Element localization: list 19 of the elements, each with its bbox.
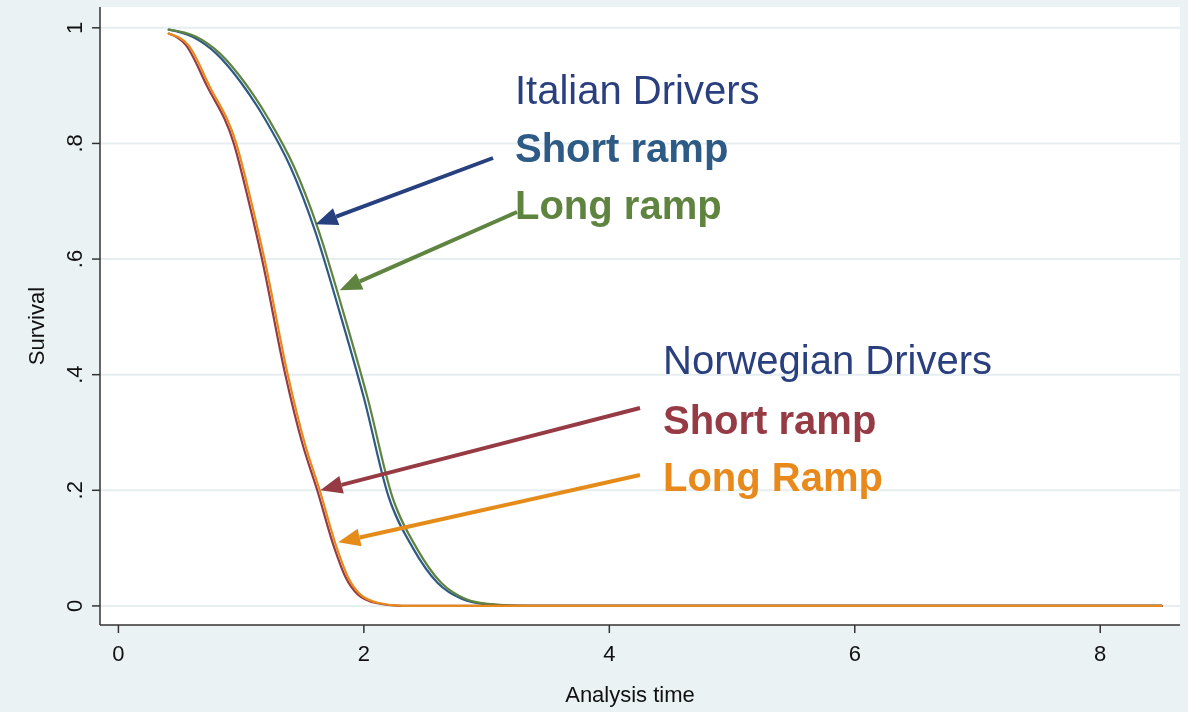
y-tick-label: .4 <box>62 365 87 384</box>
x-tick-label: 4 <box>603 641 616 666</box>
text: Long ramp <box>515 183 722 227</box>
x-axis-title: Analysis time <box>565 682 695 707</box>
y-tick-label: .6 <box>62 249 87 269</box>
x-tick-label: 8 <box>1094 641 1107 666</box>
annotation: Norwegian Drivers <box>663 338 992 382</box>
x-tick-label: 6 <box>848 641 861 666</box>
text: Short ramp <box>515 126 729 170</box>
annotation: Italian Drivers <box>515 68 760 112</box>
y-tick-label: .2 <box>62 481 87 500</box>
y-tick-label: 1 <box>62 21 87 34</box>
y-tick-label: .8 <box>62 134 87 153</box>
x-tick-label: 2 <box>357 641 370 666</box>
text: Long Ramp <box>663 455 883 499</box>
y-tick-label: 0 <box>62 599 87 613</box>
y-axis-title: Survival <box>24 286 49 366</box>
text: Short ramp <box>663 398 877 442</box>
x-tick-label: 0 <box>112 641 125 666</box>
